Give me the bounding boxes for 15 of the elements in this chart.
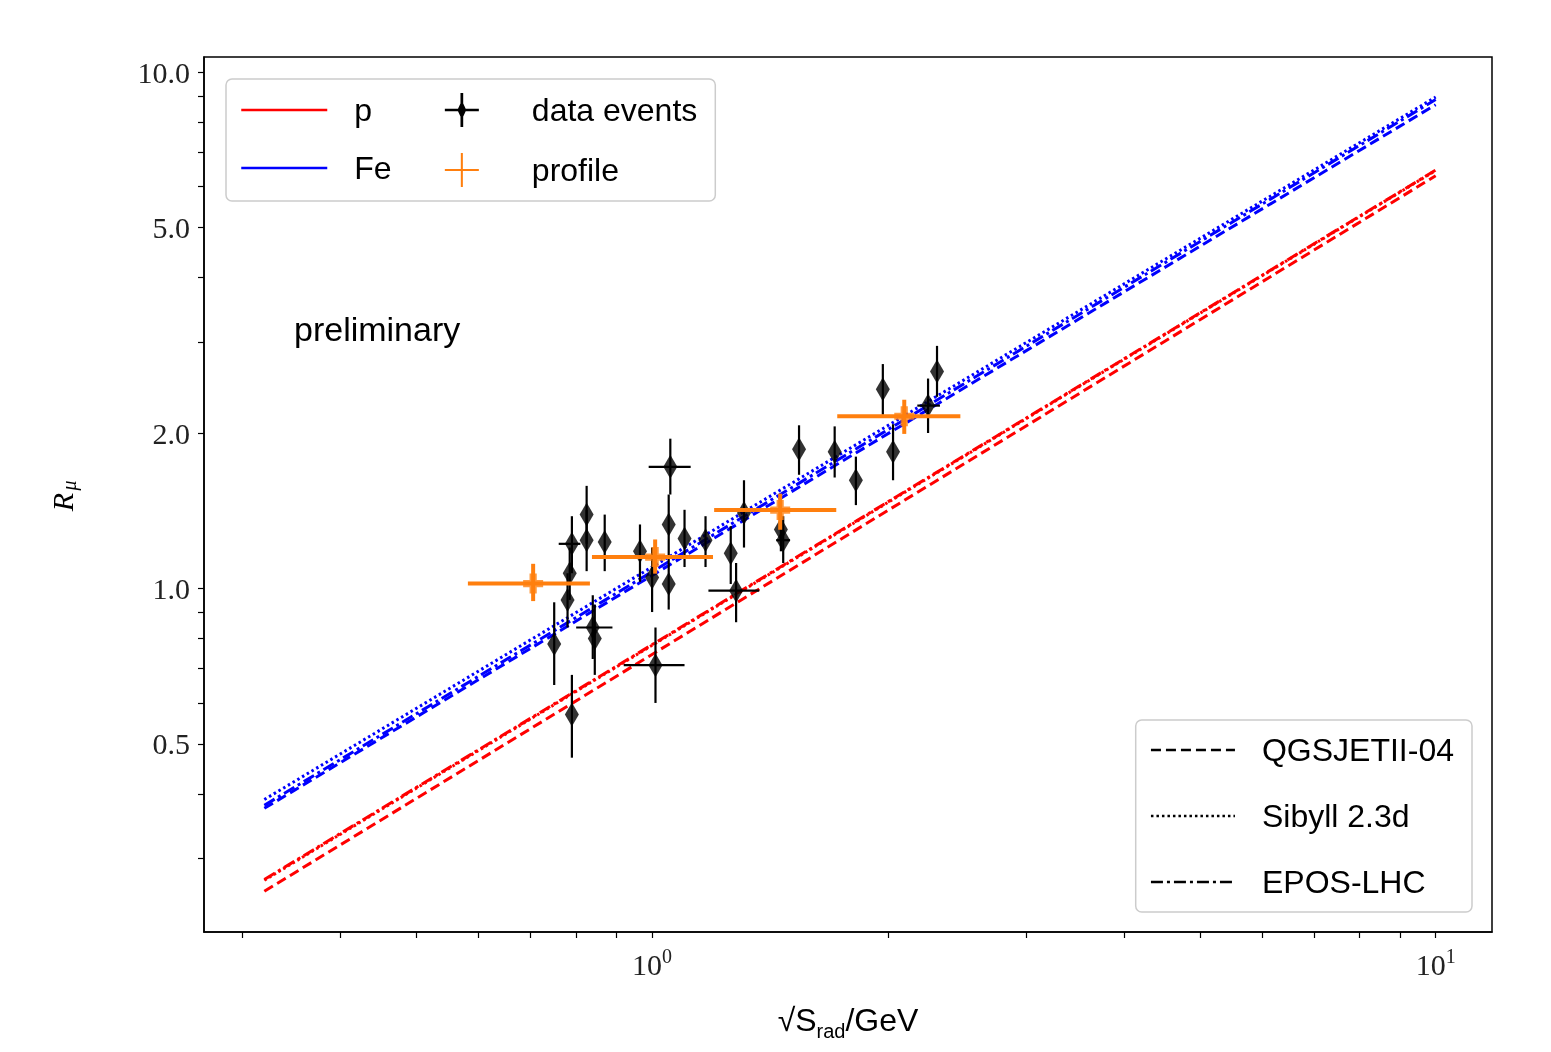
legend-label: EPOS-LHC <box>1261 864 1426 900</box>
x-axis-title: √S$_{rad}$/GeV <box>776 1002 920 1044</box>
legend-label: data events <box>531 92 698 128</box>
legend-label: Sibyll 2.3d <box>1261 798 1410 834</box>
legend-label: QGSJETII-04 <box>1261 732 1454 768</box>
y-tick-label: 5.0 <box>152 211 190 245</box>
y-tick-label: 1.0 <box>152 571 190 605</box>
legend-label: p <box>354 92 373 128</box>
legend-label: profile <box>531 152 619 188</box>
annotation: preliminary <box>294 310 461 348</box>
y-tick-label: 10.0 <box>137 55 190 89</box>
legend-label: Fe <box>354 150 392 186</box>
y-axis-title: Rμ <box>45 480 81 513</box>
y-tick-label: 0.5 <box>152 727 190 761</box>
y-tick-label: 2.0 <box>152 416 190 450</box>
